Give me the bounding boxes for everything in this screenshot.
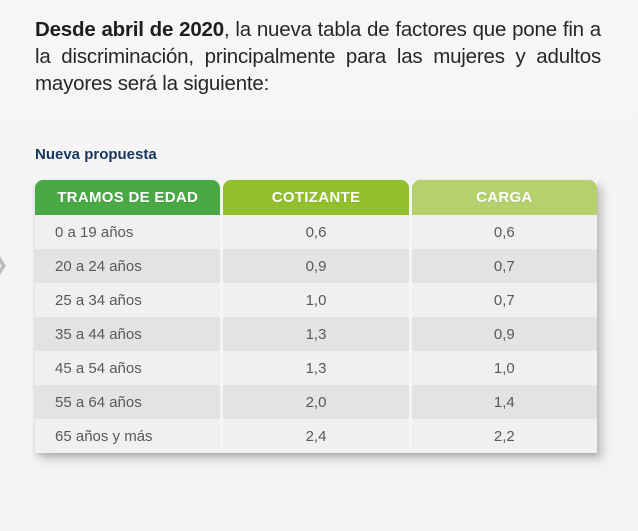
- cell-tramos-de-edad: 35 a 44 años: [35, 317, 221, 351]
- cell-carga: 1,4: [411, 385, 597, 419]
- table-header-cell: TRAMOS DE EDAD: [35, 180, 221, 215]
- table-header-row: TRAMOS DE EDAD COTIZANTE CARGA: [35, 180, 597, 215]
- carousel-next-arrow-icon[interactable]: ❯: [0, 250, 9, 280]
- cell-tramos-de-edad: 65 años y más: [35, 419, 221, 453]
- cell-carga: 1,0: [411, 351, 597, 385]
- table-row: 55 a 64 años 2,0 1,4: [35, 385, 597, 419]
- table-header-cell: CARGA: [411, 180, 597, 215]
- cell-carga: 0,6: [411, 215, 597, 249]
- cell-cotizante: 2,0: [223, 385, 409, 419]
- table-row: 45 a 54 años 1,3 1,0: [35, 351, 597, 385]
- cell-cotizante: 0,9: [223, 249, 409, 283]
- cell-carga: 0,7: [411, 249, 597, 283]
- factor-table: TRAMOS DE EDAD COTIZANTE CARGA 0 a 19 años…: [35, 180, 597, 453]
- table-row: 0 a 19 años 0,6 0,6: [35, 215, 597, 249]
- table-row: 25 a 34 años 1,0 0,7: [35, 283, 597, 317]
- cell-tramos-de-edad: 55 a 64 años: [35, 385, 221, 419]
- cell-tramos-de-edad: 0 a 19 años: [35, 215, 221, 249]
- cell-cotizante: 2,4: [223, 419, 409, 453]
- page-title: Desde abril de 2020, la nueva tabla de f…: [35, 16, 601, 97]
- cell-carga: 2,2: [411, 419, 597, 453]
- page-title-bold: Desde abril de 2020: [35, 18, 224, 41]
- cell-cotizante: 1,3: [223, 317, 409, 351]
- table-header-cell: COTIZANTE: [223, 180, 409, 215]
- page-title-rest: , la nueva tabla de factores que pone fi…: [35, 18, 602, 95]
- cell-tramos-de-edad: 25 a 34 años: [35, 283, 221, 317]
- cell-tramos-de-edad: 20 a 24 años: [35, 249, 221, 283]
- table-label: Nueva propuesta: [35, 146, 157, 163]
- cell-cotizante: 1,0: [223, 283, 409, 317]
- cell-carga: 0,9: [411, 317, 597, 351]
- cell-cotizante: 1,3: [223, 351, 409, 385]
- cell-tramos-de-edad: 45 a 54 años: [35, 351, 221, 385]
- cell-cotizante: 0,6: [223, 215, 409, 249]
- cell-carga: 0,7: [411, 283, 597, 317]
- table-row: 20 a 24 años 0,9 0,7: [35, 249, 597, 283]
- table-row: 35 a 44 años 1,3 0,9: [35, 317, 597, 351]
- table-body: 0 a 19 años 0,6 0,6 20 a 24 años 0,9 0,7…: [35, 215, 597, 453]
- table-row: 65 años y más 2,4 2,2: [35, 419, 597, 453]
